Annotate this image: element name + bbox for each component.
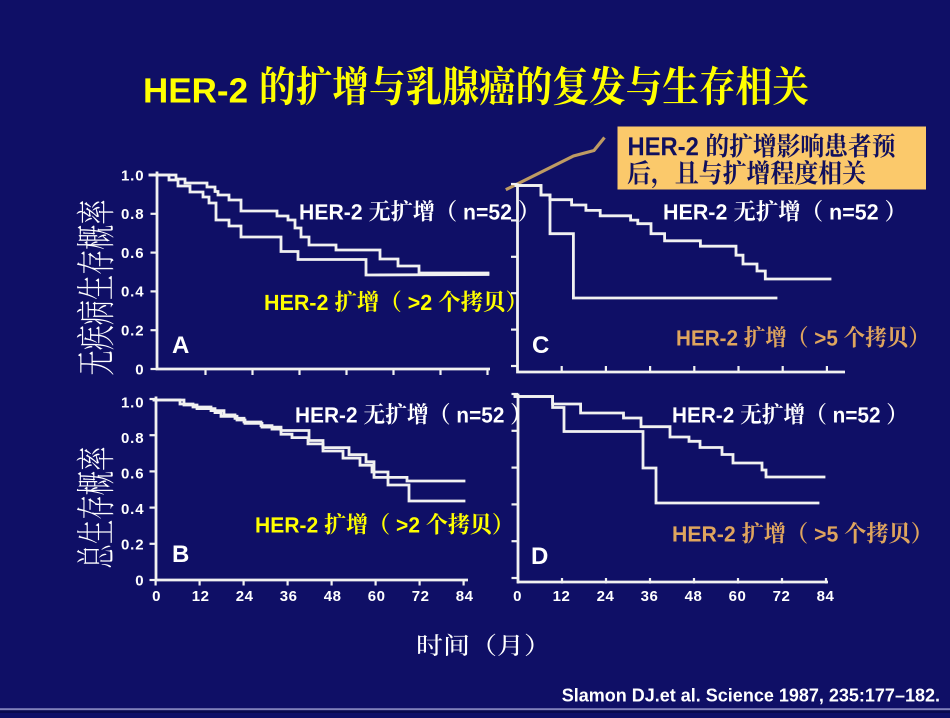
svg-text:36: 36 — [280, 588, 298, 605]
svg-text:72: 72 — [412, 588, 430, 605]
svg-text:0.6: 0.6 — [121, 245, 145, 262]
svg-text:0: 0 — [513, 588, 522, 605]
svg-text:0: 0 — [135, 361, 144, 378]
svg-text:0.8: 0.8 — [121, 430, 145, 447]
svg-text:48: 48 — [685, 588, 703, 605]
svg-text:0.2: 0.2 — [121, 323, 145, 340]
svg-text:B: B — [172, 541, 189, 568]
svg-text:D: D — [531, 543, 548, 570]
svg-text:0: 0 — [135, 572, 144, 589]
svg-text:1.0: 1.0 — [121, 394, 145, 411]
svg-text:0.4: 0.4 — [121, 284, 145, 301]
svg-text:84: 84 — [456, 588, 474, 605]
svg-text:24: 24 — [236, 588, 254, 605]
svg-text:60: 60 — [729, 588, 747, 605]
svg-text:0.2: 0.2 — [121, 537, 145, 554]
svg-text:84: 84 — [817, 588, 835, 605]
svg-text:72: 72 — [773, 588, 791, 605]
svg-text:0.8: 0.8 — [121, 206, 145, 223]
svg-text:60: 60 — [368, 588, 386, 605]
svg-text:0.4: 0.4 — [121, 501, 145, 518]
svg-text:48: 48 — [324, 588, 342, 605]
svg-text:12: 12 — [192, 588, 210, 605]
svg-text:12: 12 — [553, 588, 571, 605]
svg-text:C: C — [532, 332, 549, 359]
svg-text:1.0: 1.0 — [121, 167, 145, 184]
svg-text:Slamon DJ.et al. Science 1987,: Slamon DJ.et al. Science 1987, 235:177–1… — [562, 686, 940, 706]
svg-text:0.6: 0.6 — [121, 466, 145, 483]
svg-text:0: 0 — [152, 588, 161, 605]
svg-text:36: 36 — [641, 588, 659, 605]
svg-text:A: A — [172, 332, 189, 359]
svg-text:24: 24 — [597, 588, 615, 605]
